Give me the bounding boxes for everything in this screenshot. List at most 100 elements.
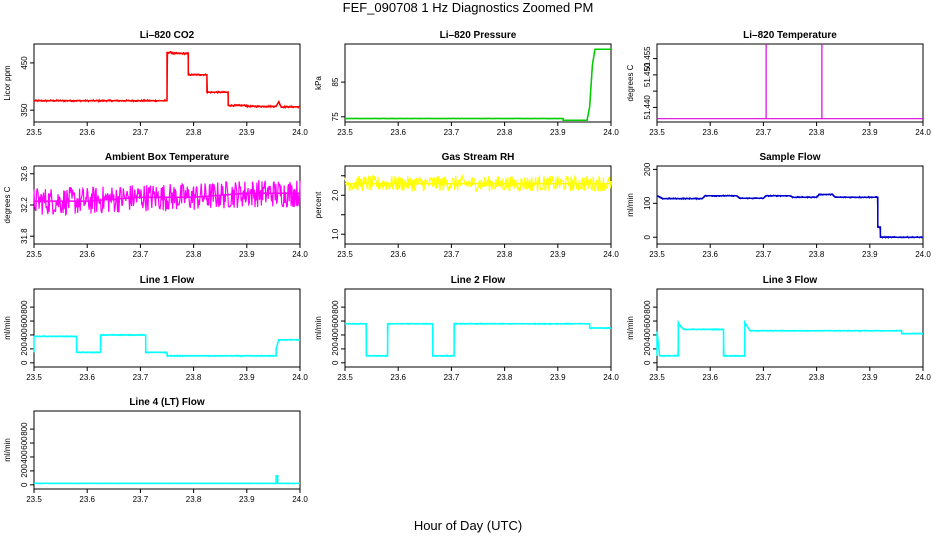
x-tick-label: 23.5 xyxy=(649,250,665,259)
plot-frame xyxy=(656,43,924,123)
panel-title: Line 1 Flow xyxy=(140,275,195,286)
x-tick-label: 24.0 xyxy=(292,495,308,504)
x-tick-label: 23.6 xyxy=(390,373,406,382)
x-tick-label: 23.5 xyxy=(26,373,42,382)
panel-title: Line 2 Flow xyxy=(451,275,506,286)
x-tick-label: 24.0 xyxy=(603,250,619,259)
series-steps xyxy=(33,334,300,357)
panel-6: Line 1 Flow 23.5 23.6 23.7 23.8 23.9 24.0 0 2004… xyxy=(3,275,308,382)
plot-frame xyxy=(656,165,924,245)
panel-title: Li–820 Pressure xyxy=(440,30,517,41)
series-steps xyxy=(34,475,300,485)
series-steps xyxy=(345,48,611,122)
x-tick-label: 23.5 xyxy=(649,373,665,382)
panel-8: Line 3 Flow 23.5 23.6 23.7 23.8 23.9 24.0 0 2004… xyxy=(626,275,931,382)
x-tick-label: 23.8 xyxy=(186,373,202,382)
x-tick-label: 23.6 xyxy=(702,373,718,382)
x-tick-label: 24.0 xyxy=(292,128,308,137)
y-tick-label: 0 xyxy=(643,360,652,365)
panel-title: Gas Stream RH xyxy=(442,152,515,163)
plot-frame xyxy=(344,43,612,123)
y-tick-label: 400 xyxy=(643,328,652,342)
x-tick-label: 23.5 xyxy=(26,128,42,137)
y-axis-label: ml/min xyxy=(3,438,12,462)
plot-frame xyxy=(344,165,612,245)
y-tick-label: 0 xyxy=(331,360,340,365)
x-tick-label: 24.0 xyxy=(603,373,619,382)
x-tick-label: 24.0 xyxy=(915,250,931,259)
panel-5: Sample Flow 23.5 23.6 23.7 23.8 23.9 24.0 0 100 2… xyxy=(626,152,931,259)
series-line xyxy=(344,173,612,193)
y-tick-label: 75 xyxy=(331,112,340,121)
y-tick-label: 51.450 xyxy=(643,62,652,87)
x-tick-label: 23.6 xyxy=(390,250,406,259)
x-tick-label: 23.9 xyxy=(550,250,566,259)
y-tick-label: 600 xyxy=(20,436,29,450)
x-tick-label: 23.5 xyxy=(337,128,353,137)
y-tick-label: 2.0 xyxy=(331,189,340,201)
x-tick-label: 23.7 xyxy=(444,250,460,259)
x-tick-label: 24.0 xyxy=(915,373,931,382)
y-axis-label: ml/min xyxy=(314,316,323,340)
x-tick-label: 23.7 xyxy=(756,373,772,382)
y-tick-label: 200 xyxy=(643,162,652,176)
x-tick-label: 23.6 xyxy=(79,128,95,137)
y-tick-label: 800 xyxy=(331,300,340,314)
x-tick-label: 23.8 xyxy=(809,250,825,259)
x-tick-label: 24.0 xyxy=(915,128,931,137)
series-line xyxy=(344,322,612,358)
x-tick-label: 23.7 xyxy=(133,128,149,137)
x-tick-label: 23.7 xyxy=(756,128,772,137)
x-tick-label: 23.9 xyxy=(239,495,255,504)
y-tick-label: 600 xyxy=(331,314,340,328)
panel-2: Li–820 Temperature 23.5 23.6 23.7 23.8 23.9 24… xyxy=(626,30,931,137)
y-tick-label: 400 xyxy=(331,328,340,342)
y-tick-label: 85 xyxy=(331,77,340,86)
y-tick-label: 800 xyxy=(20,300,29,314)
series-steps xyxy=(345,323,611,357)
panel-title: Li–820 Temperature xyxy=(743,30,837,41)
y-tick-label: 1.0 xyxy=(331,228,340,240)
series-steps xyxy=(656,319,923,357)
y-axis-label: ml/min xyxy=(626,316,635,340)
x-tick-label: 23.9 xyxy=(239,250,255,259)
panel-0: Li–820 CO2 23.5 23.6 23.7 23.8 23.9 24.0 350 450… xyxy=(3,30,308,137)
x-tick-label: 23.5 xyxy=(26,250,42,259)
y-tick-label: 400 xyxy=(20,328,29,342)
x-tick-label: 24.0 xyxy=(292,373,308,382)
y-axis-label: kPa xyxy=(314,76,323,90)
x-tick-label: 23.8 xyxy=(186,128,202,137)
x-tick-label: 24.0 xyxy=(603,128,619,137)
x-tick-label: 23.7 xyxy=(444,128,460,137)
y-tick-label: 32.2 xyxy=(20,197,29,213)
x-tick-label: 23.6 xyxy=(79,373,95,382)
y-tick-label: 800 xyxy=(643,300,652,314)
panel-1: Li–820 Pressure 23.5 23.6 23.7 23.8 23.9 24.0 7… xyxy=(314,30,619,137)
y-axis-label: percent xyxy=(314,191,323,218)
x-tick-label: 23.8 xyxy=(186,250,202,259)
x-tick-label: 23.8 xyxy=(497,128,513,137)
x-tick-label: 23.9 xyxy=(862,128,878,137)
y-tick-label: 51.455 xyxy=(643,46,652,71)
panel-title: Line 4 (LT) Flow xyxy=(129,397,205,408)
y-tick-label: 800 xyxy=(20,422,29,436)
x-tick-label: 23.6 xyxy=(79,495,95,504)
x-tick-label: 23.6 xyxy=(79,250,95,259)
plot-frame xyxy=(33,410,301,490)
x-tick-label: 23.6 xyxy=(702,250,718,259)
y-tick-label: 350 xyxy=(20,103,29,117)
x-tick-label: 23.6 xyxy=(390,128,406,137)
x-tick-label: 23.7 xyxy=(133,373,149,382)
y-tick-label: 600 xyxy=(643,314,652,328)
y-axis-label: ml/min xyxy=(3,316,12,340)
figure-xlabel: Hour of Day (UTC) xyxy=(413,518,523,533)
series-line xyxy=(344,48,612,122)
y-tick-label: 0 xyxy=(20,482,29,487)
x-tick-label: 23.7 xyxy=(756,250,772,259)
x-tick-label: 23.8 xyxy=(497,373,513,382)
series-steps xyxy=(34,192,300,202)
series-steps xyxy=(34,51,300,109)
y-tick-label: 200 xyxy=(643,342,652,356)
x-tick-label: 23.5 xyxy=(337,373,353,382)
